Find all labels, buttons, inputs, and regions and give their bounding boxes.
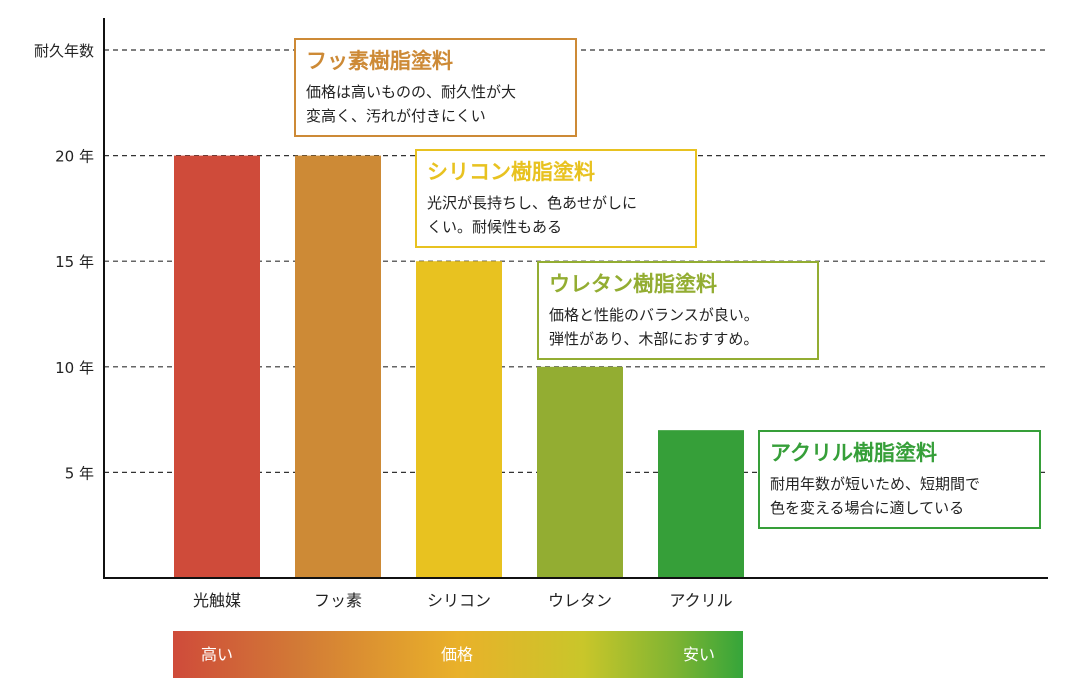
bar-4: [658, 430, 744, 578]
annotation-title: ウレタン樹脂塗料: [549, 272, 717, 296]
annotation-text: 光沢が長持ちし、色あせがしに: [427, 194, 638, 212]
y-tick-label: 10 年: [55, 359, 94, 377]
annotation-text: くい。耐候性もある: [427, 218, 563, 236]
annotation-title: シリコン樹脂塗料: [427, 160, 595, 184]
annotation-acrylic: アクリル樹脂塗料 耐用年数が短いため、短期間で 色を変える場合に適している: [758, 430, 1041, 529]
y-tick-label: 耐久年数: [34, 42, 94, 60]
price-gradient-bar: 高い 価格 安い: [173, 631, 743, 678]
price-label: 価格: [441, 645, 474, 664]
y-tick-label: 15 年: [55, 253, 94, 271]
bar-0: [174, 155, 260, 578]
annotation-text: 価格と性能のバランスが良い。: [549, 306, 759, 324]
y-tick-label: 5 年: [65, 464, 94, 482]
x-tick-label: ウレタン: [548, 591, 612, 610]
x-tick-label: フッ素: [314, 591, 362, 610]
x-tick-label: アクリル: [669, 591, 732, 610]
annotation-text: 色を変える場合に適している: [770, 499, 965, 517]
x-tick-label: 光触媒: [193, 591, 241, 610]
price-high-label: 高い: [201, 645, 234, 664]
annotation-fluorine: フッ素樹脂塗料 価格は高いものの、耐久性が大 変高く、汚れが付きにくい: [294, 38, 577, 137]
annotation-title: アクリル樹脂塗料: [770, 441, 937, 465]
bar-2: [416, 261, 502, 578]
annotation-text: 弾性があり、木部におすすめ。: [549, 330, 759, 348]
bar-3: [537, 366, 623, 578]
annotation-text: 価格は高いものの、耐久性が大: [306, 83, 517, 101]
price-low-label: 安い: [683, 645, 716, 664]
annotation-silicone: シリコン樹脂塗料 光沢が長持ちし、色あせがしに くい。耐候性もある: [415, 149, 697, 248]
annotation-urethane: ウレタン樹脂塗料 価格と性能のバランスが良い。 弾性があり、木部におすすめ。: [537, 261, 819, 360]
annotation-text: 変高く、汚れが付きにくい: [306, 107, 486, 125]
y-tick-label: 20 年: [55, 148, 94, 166]
bar-1: [295, 155, 381, 578]
annotation-text: 耐用年数が短いため、短期間で: [770, 475, 981, 493]
x-tick-label: シリコン: [427, 591, 491, 610]
annotation-title: フッ素樹脂塗料: [306, 49, 453, 73]
